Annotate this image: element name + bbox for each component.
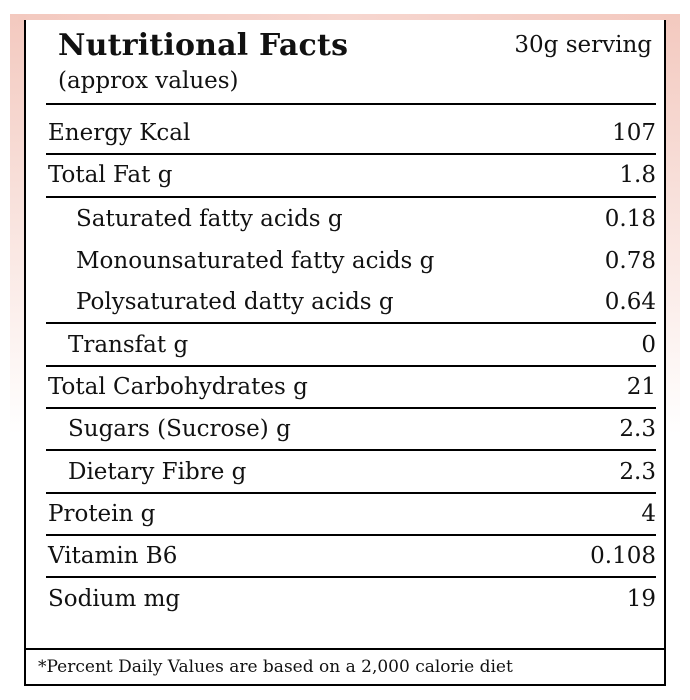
nutrient-value: 0 bbox=[641, 331, 656, 358]
nutrient-value: 0.78 bbox=[604, 248, 656, 275]
serving-size: 30g serving bbox=[514, 32, 652, 58]
nutrient-value: 0.108 bbox=[590, 543, 656, 570]
accent-band-top bbox=[18, 14, 670, 22]
nutrient-row-polysaturated: Polysaturated datty acids g 0.64 bbox=[46, 282, 656, 325]
nutrient-row-vitamin-b6: Vitamin B6 0.108 bbox=[46, 536, 656, 579]
nutrient-value: 19 bbox=[626, 586, 656, 613]
nutrient-row-energy: Energy Kcal 107 bbox=[46, 113, 656, 156]
accent-band-left bbox=[10, 14, 24, 434]
nutrient-value: 2.3 bbox=[619, 416, 656, 443]
accent-band-right bbox=[666, 14, 680, 434]
nutrition-subtitle: (approx values) bbox=[58, 68, 239, 94]
header-divider bbox=[46, 103, 656, 105]
nutrient-label: Protein g bbox=[48, 500, 156, 527]
nutrient-row-total-fat: Total Fat g 1.8 bbox=[46, 155, 656, 198]
nutrient-row-total-carbohydrates: Total Carbohydrates g 21 bbox=[46, 367, 656, 410]
nutrient-label: Sodium mg bbox=[48, 586, 181, 613]
nutrient-label: Total Fat g bbox=[48, 162, 173, 189]
nutrient-table: Energy Kcal 107 Total Fat g 1.8 Saturate… bbox=[46, 113, 656, 621]
nutrient-value: 21 bbox=[626, 373, 656, 400]
footnote-divider bbox=[26, 648, 664, 650]
nutrient-label: Transfat g bbox=[68, 331, 189, 358]
nutrient-value: 4 bbox=[641, 500, 656, 527]
nutrient-row-monounsaturated: Monounsaturated fatty acids g 0.78 bbox=[46, 240, 656, 282]
footnote: *Percent Daily Values are based on a 2,0… bbox=[38, 657, 513, 677]
nutrient-value: 1.8 bbox=[619, 162, 656, 189]
nutrient-row-dietary-fibre: Dietary Fibre g 2.3 bbox=[46, 451, 656, 494]
nutrient-label: Total Carbohydrates g bbox=[48, 373, 308, 400]
nutrient-label: Sugars (Sucrose) g bbox=[68, 416, 291, 443]
nutrient-row-sodium: Sodium mg 19 bbox=[46, 578, 656, 620]
nutrient-row-saturated: Saturated fatty acids g 0.18 bbox=[46, 198, 656, 240]
nutrition-title: Nutritional Facts bbox=[58, 28, 349, 63]
nutrition-panel: Nutritional Facts (approx values) 30g se… bbox=[24, 20, 666, 686]
nutrient-row-protein: Protein g 4 bbox=[46, 494, 656, 536]
nutrient-label: Dietary Fibre g bbox=[68, 458, 247, 485]
nutrient-value: 2.3 bbox=[619, 458, 656, 485]
nutrient-label: Saturated fatty acids g bbox=[76, 205, 343, 232]
nutrient-value: 107 bbox=[612, 120, 656, 147]
nutrient-value: 0.64 bbox=[604, 289, 656, 316]
nutrient-row-transfat: Transfat g 0 bbox=[46, 324, 656, 367]
nutrition-header: Nutritional Facts (approx values) 30g se… bbox=[26, 20, 664, 104]
nutrient-label: Vitamin B6 bbox=[48, 543, 178, 570]
nutrient-label: Polysaturated datty acids g bbox=[76, 289, 394, 316]
nutrient-label: Energy Kcal bbox=[48, 120, 191, 147]
nutrient-row-sugars: Sugars (Sucrose) g 2.3 bbox=[46, 409, 656, 452]
nutrient-label: Monounsaturated fatty acids g bbox=[76, 248, 435, 275]
nutrient-value: 0.18 bbox=[604, 205, 656, 232]
